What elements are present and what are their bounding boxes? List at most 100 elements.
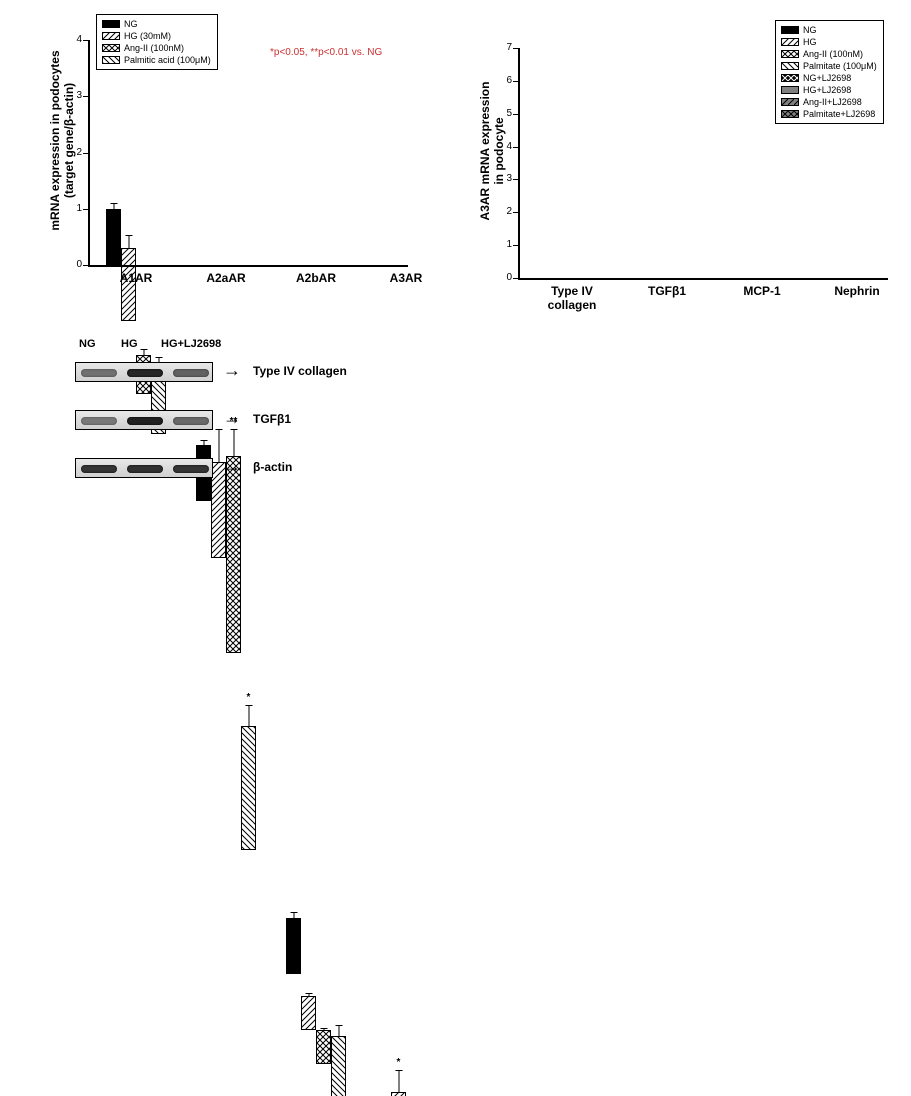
left-chart-ytick	[83, 40, 88, 41]
legend-label: Palmitic acid (100μM)	[124, 54, 211, 66]
left-chart-ytick	[83, 153, 88, 154]
left-chart-bar	[106, 209, 121, 265]
blot-row-label: β-actin	[253, 460, 292, 474]
left-chart-category-label: A2bAR	[276, 271, 356, 285]
left-chart-ytick	[83, 265, 88, 266]
legend-label: HG	[803, 36, 817, 48]
blot-band	[173, 417, 209, 425]
blot-band	[173, 369, 209, 377]
legend-row: HG+LJ2698	[781, 84, 877, 96]
right-chart-yaxis	[518, 48, 520, 278]
legend-swatch	[102, 44, 120, 52]
left-chart-bar	[286, 918, 301, 974]
legend-swatch	[781, 26, 799, 34]
legend-swatch	[102, 56, 120, 64]
left-chart-bar	[316, 1030, 331, 1064]
arrow-icon: →	[223, 360, 241, 381]
blot-band	[127, 369, 163, 377]
blot-header: HG	[121, 338, 138, 350]
legend-row: Palmitate (100μM)	[781, 60, 877, 72]
blot-band	[81, 465, 117, 473]
legend-row: Palmitic acid (100μM)	[102, 54, 211, 66]
arrow-icon: →	[223, 456, 241, 477]
blot-row-label: Type IV collagen	[253, 364, 347, 378]
left-chart-ytick	[83, 96, 88, 97]
left-chart-errorbar	[203, 440, 204, 446]
left-chart-ytick-label: 0	[66, 259, 82, 270]
left-chart-bar: *	[241, 726, 256, 850]
gel-lane	[75, 410, 213, 430]
blot-band	[127, 465, 163, 473]
blot-header: NG	[79, 338, 96, 350]
blot-band	[127, 417, 163, 425]
legend-label: Palmitate (100μM)	[803, 60, 877, 72]
left-chart-sig: *	[247, 692, 251, 703]
right-chart-category-label: Type IVcollagen	[532, 284, 612, 312]
legend-row: Ang-II+LJ2698	[781, 96, 877, 108]
right-chart-ytick	[513, 48, 518, 49]
left-chart-errorbar	[338, 1025, 339, 1036]
legend-label: NG	[124, 18, 138, 30]
left-chart-errorbar	[128, 235, 129, 249]
legend-row: NG+LJ2698	[781, 72, 877, 84]
legend-swatch	[102, 32, 120, 40]
legend-row: HG (30mM)	[102, 30, 211, 42]
left-chart-category-label: A2aAR	[186, 271, 266, 285]
right-chart-category-label: TGFβ1	[627, 284, 707, 298]
left-chart-bar	[301, 996, 316, 1030]
gel-lane	[75, 458, 213, 478]
left-chart-errorbar	[218, 429, 219, 463]
legend-row: Ang-II (100nM)	[102, 42, 211, 54]
left-chart-ylabel: mRNA expression in podocytes(target gene…	[48, 28, 76, 253]
left-chart-yaxis	[88, 40, 90, 265]
left-chart-errorbar	[233, 429, 234, 457]
gel-lane	[75, 362, 213, 382]
left-chart-category-label: A3AR	[366, 271, 446, 285]
right-chart-ytick	[513, 147, 518, 148]
left-chart-errorbar	[323, 1028, 324, 1031]
legend-swatch	[102, 20, 120, 28]
legend-swatch	[781, 38, 799, 46]
legend-label: HG+LJ2698	[803, 84, 851, 96]
legend-swatch	[781, 62, 799, 70]
legend-swatch	[781, 86, 799, 94]
right-chart-ylabel: A3AR mRNA expressionin podocyte	[478, 36, 506, 266]
right-chart-ytick	[513, 212, 518, 213]
legend-row: NG	[102, 18, 211, 30]
left-chart-bar	[331, 1036, 346, 1096]
right-chart-ytick	[513, 114, 518, 115]
legend-label: Ang-II+LJ2698	[803, 96, 862, 108]
right-chart-category-label: Nephrin	[817, 284, 897, 298]
blot-band	[173, 465, 209, 473]
left-chart-sig: *	[397, 1057, 401, 1068]
legend-row: Palmitate+LJ2698	[781, 108, 877, 120]
significance-note: *p<0.05, **p<0.01 vs. NG	[270, 47, 382, 58]
legend-label: NG	[803, 24, 817, 36]
left-chart-errorbar	[143, 349, 144, 356]
blot-row-label: TGFβ1	[253, 412, 291, 426]
legend-swatch	[781, 110, 799, 118]
left-chart-xaxis	[88, 265, 408, 267]
legend-label: Ang-II (100nM)	[124, 42, 184, 54]
legend-swatch	[781, 50, 799, 58]
legend-label: Ang-II (100nM)	[803, 48, 863, 60]
left-chart-category-label: A1AR	[96, 271, 176, 285]
left-chart-ytick	[83, 209, 88, 210]
blot-band	[81, 417, 117, 425]
legend-row: HG	[781, 36, 877, 48]
right-chart-ytick	[513, 81, 518, 82]
left-chart-errorbar	[248, 705, 249, 728]
left-legend: NGHG (30mM)Ang-II (100nM)Palmitic acid (…	[96, 14, 218, 70]
left-chart-errorbar	[293, 912, 294, 919]
blot-band	[81, 369, 117, 377]
left-chart-bar: **	[226, 456, 241, 653]
left-chart-errorbar	[398, 1070, 399, 1093]
right-chart-category-label: MCP-1	[722, 284, 802, 298]
legend-swatch	[781, 98, 799, 106]
arrow-icon: →	[223, 408, 241, 429]
right-chart-ytick-label: 0	[496, 272, 512, 283]
left-chart-bar: *	[391, 1092, 406, 1096]
blot-header: HG+LJ2698	[161, 338, 221, 350]
left-chart-errorbar	[308, 993, 309, 998]
right-chart-ytick	[513, 179, 518, 180]
